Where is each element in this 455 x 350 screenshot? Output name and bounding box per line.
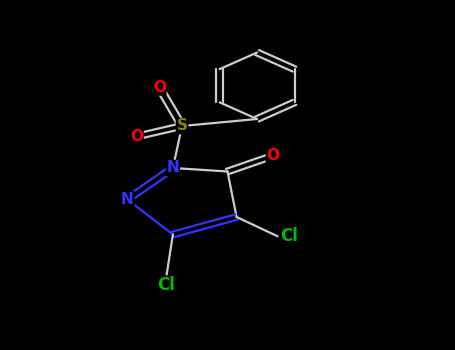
- Text: Cl: Cl: [280, 227, 298, 245]
- Text: N: N: [121, 192, 134, 207]
- Text: Cl: Cl: [157, 276, 175, 294]
- Text: O: O: [130, 129, 143, 144]
- Text: O: O: [153, 80, 166, 95]
- Text: O: O: [267, 148, 279, 163]
- Text: N: N: [167, 161, 179, 175]
- Text: S: S: [177, 119, 187, 133]
